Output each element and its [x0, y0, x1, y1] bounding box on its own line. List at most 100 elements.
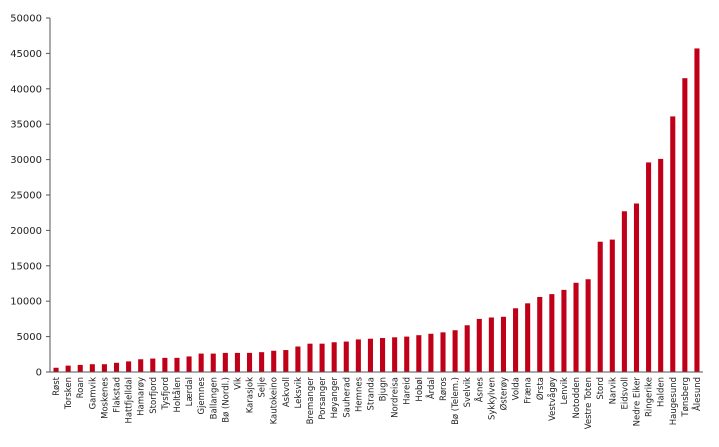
bar [367, 338, 373, 372]
bar [246, 352, 253, 372]
x-tick-label: Storfjord [149, 377, 159, 414]
x-tick-label: Volda [512, 377, 522, 400]
bar [452, 330, 458, 372]
x-tick-label: Sauherad [342, 377, 352, 418]
x-tick-label: Lenvik [560, 377, 570, 405]
x-tick-label: Sykkylven [487, 377, 497, 420]
x-tick-label: Leksvik [294, 377, 304, 409]
x-tick-label: Nordreisa [391, 377, 401, 418]
bar [658, 158, 664, 372]
x-tick-label: Flakstad [113, 377, 123, 413]
y-tick-label: 0 [36, 368, 42, 379]
bar [198, 353, 204, 372]
y-tick-label: 50000 [10, 14, 42, 25]
bar [186, 356, 192, 372]
bar [162, 357, 168, 372]
x-tick-label: Hareid [403, 377, 413, 405]
x-tick-label: Ålesund [691, 377, 703, 411]
bar [355, 339, 361, 372]
bar [561, 289, 567, 372]
x-tick-label: Røst [52, 376, 62, 396]
x-tick-label: Røros [439, 376, 449, 401]
x-tick-label: Stranda [366, 377, 376, 410]
bar [633, 203, 640, 372]
x-tick-label: Narvik [608, 377, 618, 404]
bar [319, 343, 325, 372]
bar [65, 365, 71, 372]
bar [77, 364, 83, 372]
x-tick-label: Tysfjord [161, 377, 171, 411]
bar [537, 296, 543, 372]
x-tick-label: Årdal [425, 377, 437, 399]
x-tick-label: Ringerike [645, 377, 655, 417]
x-tick-label: Roan [76, 377, 86, 398]
x-tick-label: Askvoll [282, 377, 292, 407]
x-tick-label: Gjemnes [197, 376, 207, 414]
x-tick-label: Hattfjelldal [125, 377, 135, 424]
bar [585, 279, 591, 372]
y-axis: 0 5000 10000 15000 20000 25000 30000 35000 40000… [10, 14, 51, 379]
bar [307, 343, 313, 372]
bar [380, 338, 386, 372]
bar [150, 358, 156, 372]
x-tick-label: Bremanger [306, 377, 316, 425]
bar [101, 364, 107, 372]
bar [343, 341, 349, 372]
bar [331, 342, 337, 372]
x-tick-label: Hobøl [415, 377, 425, 402]
bar [573, 282, 579, 372]
x-tick-label: Bjugn [379, 377, 389, 401]
x-tick-label: Vestvågøy [547, 377, 558, 421]
x-tick-label: Stord [596, 377, 606, 400]
y-tick-label: 35000 [10, 120, 42, 131]
x-tick-label: Porsanger [318, 377, 328, 420]
x-tick-label: Vestre Toten [584, 377, 594, 429]
bar [476, 318, 482, 372]
bar [500, 316, 507, 372]
bar [392, 337, 398, 372]
x-tick-label: Kautokeino [270, 377, 280, 424]
x-tick-label: Karasjok [246, 377, 256, 413]
x-tick-label: Nedre Eiker [632, 377, 642, 427]
x-tick-label: Notodden [572, 377, 582, 419]
y-tick-label: 10000 [10, 297, 42, 308]
x-axis: Røst Torsken Roan Gamvik Moskenes Flakstad Hat… [50, 371, 703, 429]
x-tick-label: Lærdal [185, 377, 195, 406]
x-tick-label: Hamarøy [137, 377, 147, 416]
bar [428, 333, 434, 372]
bar [53, 367, 59, 372]
x-tick-label: Åsnes [473, 376, 485, 402]
bar [283, 350, 289, 372]
bar [670, 116, 676, 372]
bar [609, 239, 615, 372]
x-tick-label: Haugesund [669, 377, 679, 425]
bar [646, 162, 652, 372]
bar [488, 317, 494, 372]
bar [464, 325, 470, 372]
bar [295, 346, 301, 372]
x-tick-label: Moskenes [100, 376, 110, 418]
bar [222, 352, 228, 372]
bar [271, 350, 277, 372]
x-tick-label: Bø (Nordl.) [221, 377, 231, 423]
bar [404, 336, 410, 372]
bar [174, 357, 180, 372]
y-tick-label: 45000 [10, 49, 42, 60]
y-tick-label: 30000 [10, 155, 42, 166]
x-tick-label: Torsken [64, 377, 74, 410]
bar [549, 294, 555, 372]
y-tick-label: 40000 [10, 84, 42, 95]
x-tick-label: Hemnes [354, 376, 364, 412]
bar [440, 332, 446, 372]
x-tick-label: Holtålen [172, 377, 183, 412]
x-tick-label: Bø (Telem.) [451, 377, 461, 425]
x-tick-label: Halden [657, 377, 667, 407]
y-tick-label: 20000 [10, 226, 42, 237]
bars [53, 48, 700, 373]
x-tick-label: Gamvik [88, 377, 98, 409]
bar [89, 364, 95, 372]
x-tick-label: Svelvik [463, 377, 473, 407]
x-tick-label: Eidsvoll [620, 377, 630, 410]
bar [113, 362, 120, 372]
